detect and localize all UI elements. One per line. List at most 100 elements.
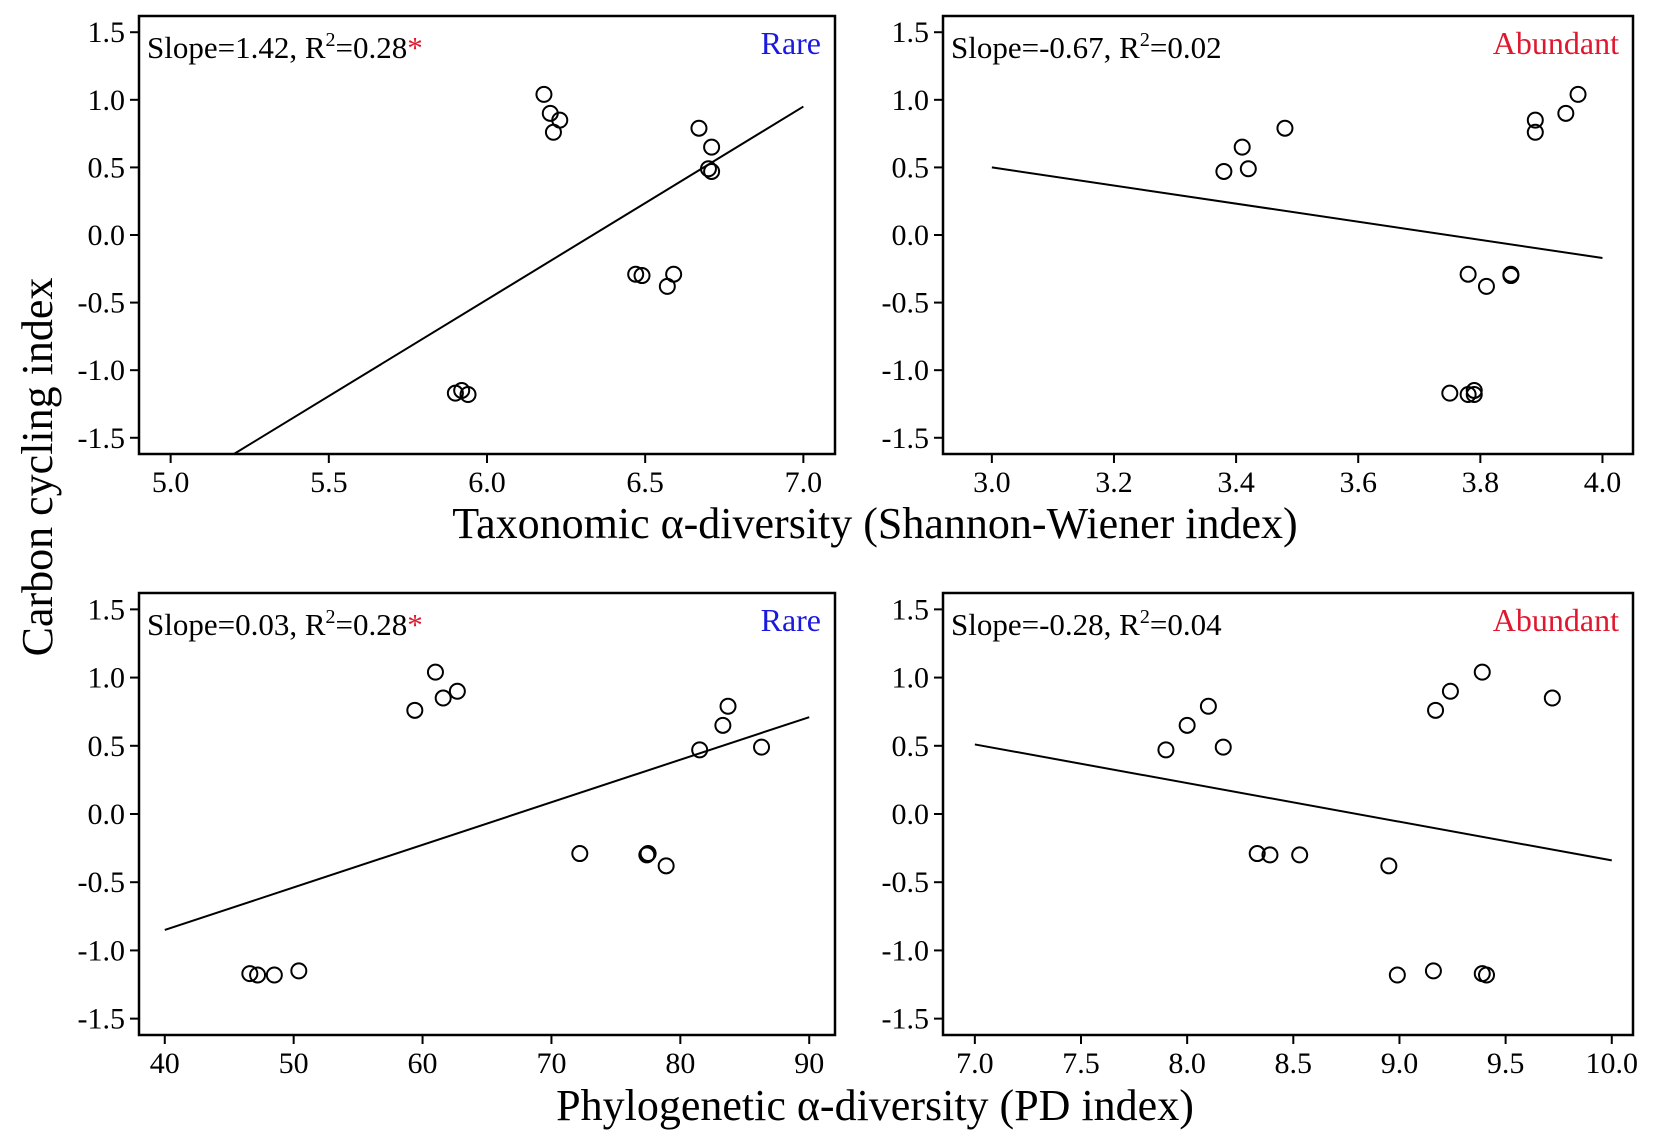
plot-frame xyxy=(941,591,1635,1037)
regression-line xyxy=(164,716,810,931)
data-point xyxy=(1557,104,1575,122)
data-point xyxy=(571,845,589,863)
group-label: Rare xyxy=(761,25,821,61)
x-tick-label: 8.5 xyxy=(1275,1047,1313,1080)
data-point xyxy=(434,689,452,707)
y-tick-label: -0.5 xyxy=(882,287,930,320)
data-point xyxy=(719,697,737,715)
data-point xyxy=(691,741,709,759)
y-tick-label: 1.5 xyxy=(892,16,930,49)
x-tick-label: 3.6 xyxy=(1339,466,1377,499)
significance-star: * xyxy=(407,30,423,65)
regression-annotation: Slope=1.42, R2=0.28* xyxy=(147,29,423,65)
data-point xyxy=(703,138,721,156)
data-point xyxy=(1239,160,1257,178)
data-point xyxy=(703,162,721,180)
data-point xyxy=(1477,277,1495,295)
x-axis-title-phylogenetic: Phylogenetic α-diversity (PD index) xyxy=(556,1081,1194,1130)
data-point xyxy=(627,265,645,283)
x-tick-label: 7.5 xyxy=(1062,1047,1100,1080)
y-tick-label: -1.5 xyxy=(78,1003,126,1036)
regression-annotation: Slope=-0.67, R2=0.02 xyxy=(951,29,1222,65)
data-point xyxy=(535,85,553,103)
data-point xyxy=(448,682,466,700)
y-tick-label: 0.5 xyxy=(892,151,930,184)
data-point xyxy=(1526,123,1544,141)
panel-phylogenetic-rare: 1.5 1.0 0.5 0.0 -0.5 -1.0 -1.5 40 50 60 70 80 90 Slop… xyxy=(78,591,837,1080)
y-tick-label: 0.0 xyxy=(88,798,126,831)
x-tick-label: 5.5 xyxy=(310,466,348,499)
data-point xyxy=(1526,111,1544,129)
group-label: Rare xyxy=(761,602,821,638)
annotation-slope: Slope=-0.67, R xyxy=(951,30,1140,65)
data-point xyxy=(1199,697,1217,715)
y-tick-label: 1.0 xyxy=(88,84,126,117)
x-tick-label: 7.0 xyxy=(785,466,823,499)
data-point xyxy=(714,716,732,734)
panel-taxonomic-rare: 1.5 1.0 0.5 0.0 -0.5 -1.0 -1.5 5.0 5.5 6.0 6.5 7.0 S… xyxy=(78,14,837,499)
x-tick-label: 7.0 xyxy=(956,1047,994,1080)
data-point xyxy=(265,966,283,984)
annotation-sup: 2 xyxy=(326,29,336,51)
data-point xyxy=(1233,138,1251,156)
y-tick-label: 0.5 xyxy=(88,151,126,184)
data-point xyxy=(690,119,708,137)
x-tick-label: 70 xyxy=(536,1047,566,1080)
annotation-slope: Slope=0.03, R xyxy=(147,607,326,642)
y-tick-label: 1.0 xyxy=(892,662,930,695)
significance-star: * xyxy=(407,607,423,642)
data-point xyxy=(1543,689,1561,707)
regression-line xyxy=(991,166,1603,259)
data-point xyxy=(638,846,656,864)
data-point xyxy=(1248,845,1266,863)
annotation-r2: =0.02 xyxy=(1150,30,1222,65)
y-tick-label: 1.5 xyxy=(88,593,126,626)
data-point xyxy=(1473,663,1491,681)
annotation-sup: 2 xyxy=(326,606,336,628)
plot-frame xyxy=(137,14,837,456)
regression-line xyxy=(233,105,804,455)
y-tick-label: 0.5 xyxy=(88,730,126,763)
data-point xyxy=(1276,119,1294,137)
x-tick-label: 4.0 xyxy=(1584,466,1622,499)
x-tick-label: 3.2 xyxy=(1095,466,1133,499)
data-point xyxy=(1465,386,1483,404)
data-point xyxy=(633,267,651,285)
x-tick-label: 5.0 xyxy=(152,466,190,499)
data-point xyxy=(1427,701,1445,719)
x-tick-label: 6.5 xyxy=(626,466,664,499)
data-point xyxy=(1441,682,1459,700)
data-point xyxy=(1465,381,1483,399)
data-point xyxy=(249,966,267,984)
x-tick-label: 10.0 xyxy=(1586,1047,1639,1080)
x-tick-label: 3.4 xyxy=(1217,466,1255,499)
y-tick-label: -0.5 xyxy=(882,866,930,899)
data-point xyxy=(699,160,717,178)
data-point xyxy=(1388,966,1406,984)
regression-annotation: Slope=-0.28, R2=0.04 xyxy=(951,606,1222,642)
x-tick-label: 3.8 xyxy=(1462,466,1500,499)
data-point xyxy=(426,663,444,681)
annotation-slope: Slope=-0.28, R xyxy=(951,607,1140,642)
data-point xyxy=(658,277,676,295)
data-point xyxy=(1441,384,1459,402)
y-tick-label: 0.0 xyxy=(88,219,126,252)
data-point xyxy=(1380,857,1398,875)
data-point xyxy=(1569,85,1587,103)
data-point xyxy=(1459,265,1477,283)
data-point xyxy=(639,845,657,863)
x-tick-label: 80 xyxy=(665,1047,695,1080)
annotation-sup: 2 xyxy=(1140,29,1150,51)
y-tick-label: -0.5 xyxy=(78,287,126,320)
regression-annotation: Slope=0.03, R2=0.28* xyxy=(147,606,423,642)
x-tick-label: 3.0 xyxy=(973,466,1011,499)
y-tick-label: -1.5 xyxy=(882,422,930,455)
data-point xyxy=(406,701,424,719)
y-axis-title: Carbon cycling index xyxy=(13,278,62,657)
plot-frame xyxy=(941,14,1635,456)
x-tick-label: 60 xyxy=(408,1047,438,1080)
y-tick-label: 1.5 xyxy=(88,16,126,49)
y-tick-label: -1.0 xyxy=(78,934,126,967)
y-tick-label: -1.0 xyxy=(882,934,930,967)
